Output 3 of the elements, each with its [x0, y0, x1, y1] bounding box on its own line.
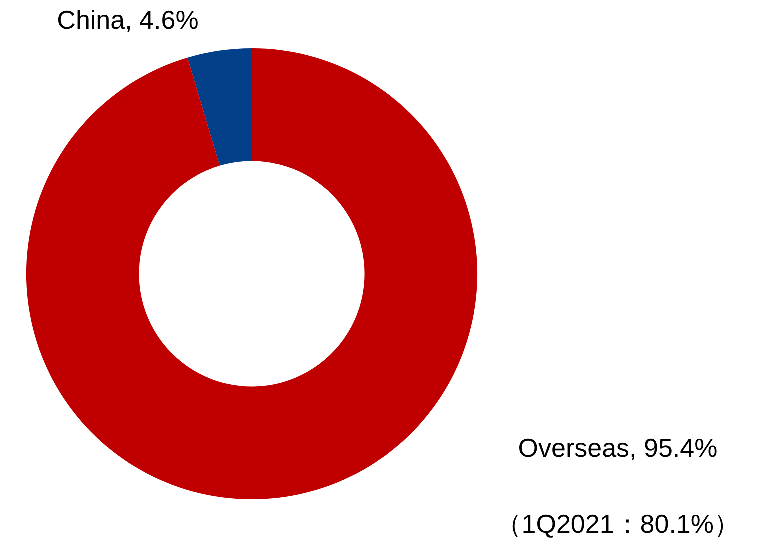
slice-label: China, 4.6% [57, 5, 199, 35]
slice-label: Overseas, 95.4% [518, 433, 718, 463]
text: （1Q2021：80.1%） [496, 509, 740, 539]
